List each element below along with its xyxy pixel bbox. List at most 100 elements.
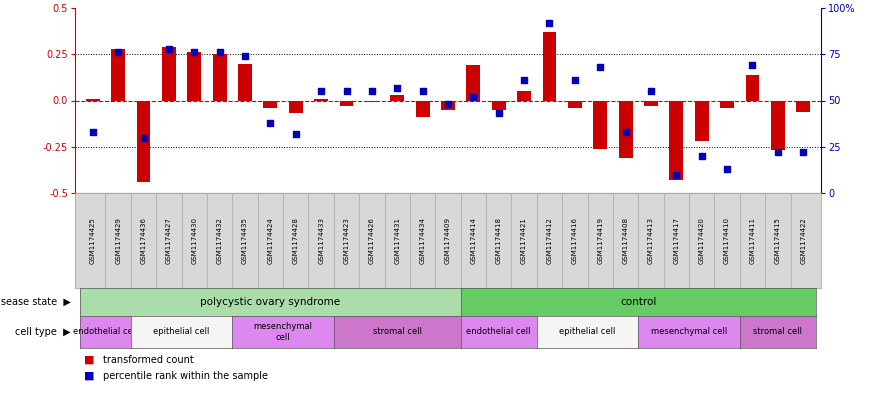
Point — [238, 53, 252, 59]
Point — [187, 49, 201, 55]
Point — [137, 134, 151, 141]
Point — [517, 77, 531, 83]
Bar — [492, 101, 506, 110]
Point — [162, 46, 176, 52]
Text: GSM1174426: GSM1174426 — [369, 217, 375, 264]
Point — [695, 153, 709, 159]
Point — [339, 88, 353, 94]
Point — [263, 119, 278, 126]
Bar — [188, 52, 201, 101]
Bar — [720, 101, 734, 108]
Point — [543, 20, 557, 26]
Bar — [137, 101, 151, 182]
Point — [796, 149, 811, 156]
Text: GSM1174421: GSM1174421 — [522, 217, 527, 264]
Text: endothelial cell: endothelial cell — [467, 327, 531, 336]
Text: GSM1174419: GSM1174419 — [597, 217, 603, 264]
Bar — [517, 91, 531, 101]
Text: endothelial cell: endothelial cell — [73, 327, 137, 336]
Point — [212, 49, 226, 55]
Point — [568, 77, 582, 83]
Text: epithelial cell: epithelial cell — [559, 327, 616, 336]
Text: GSM1174436: GSM1174436 — [140, 217, 146, 264]
Text: GSM1174423: GSM1174423 — [344, 217, 350, 264]
Text: GSM1174412: GSM1174412 — [546, 217, 552, 264]
Text: GSM1174415: GSM1174415 — [775, 217, 781, 264]
Point — [85, 129, 100, 135]
Point — [111, 49, 125, 55]
Point — [644, 88, 658, 94]
Point — [390, 84, 404, 91]
Text: epithelial cell: epithelial cell — [153, 327, 210, 336]
Text: GSM1174435: GSM1174435 — [242, 217, 248, 264]
Bar — [670, 101, 684, 180]
Bar — [543, 32, 557, 101]
Point — [315, 88, 329, 94]
Text: GSM1174433: GSM1174433 — [318, 217, 324, 264]
Text: GSM1174427: GSM1174427 — [166, 217, 172, 264]
Text: GSM1174424: GSM1174424 — [267, 217, 273, 264]
Text: GSM1174409: GSM1174409 — [445, 217, 451, 264]
Bar — [315, 99, 328, 101]
Point — [466, 94, 480, 100]
Text: GSM1174418: GSM1174418 — [496, 217, 502, 264]
Bar — [416, 101, 430, 117]
Point — [618, 129, 633, 135]
Text: GSM1174417: GSM1174417 — [673, 217, 679, 264]
Bar — [796, 101, 811, 112]
Bar — [390, 95, 404, 101]
Text: GSM1174422: GSM1174422 — [800, 217, 806, 264]
Text: GSM1174429: GSM1174429 — [115, 217, 121, 264]
Bar — [695, 101, 708, 141]
Text: GSM1174420: GSM1174420 — [699, 217, 705, 264]
Text: cell type  ▶: cell type ▶ — [15, 327, 71, 337]
Text: disease state  ▶: disease state ▶ — [0, 297, 71, 307]
Bar — [745, 75, 759, 101]
Bar — [771, 101, 785, 151]
Bar — [85, 99, 100, 101]
Text: ■: ■ — [84, 371, 94, 381]
Bar — [238, 64, 252, 101]
Text: GSM1174432: GSM1174432 — [217, 217, 223, 264]
Text: GSM1174430: GSM1174430 — [191, 217, 197, 264]
Bar — [618, 101, 633, 158]
Bar — [441, 101, 455, 110]
Text: GSM1174416: GSM1174416 — [572, 217, 578, 264]
Point — [745, 62, 759, 68]
Bar — [339, 101, 353, 106]
Bar — [162, 47, 176, 101]
Bar — [289, 101, 303, 114]
Bar — [111, 49, 125, 101]
Point — [593, 64, 607, 70]
Text: GSM1174408: GSM1174408 — [623, 217, 629, 264]
Text: GSM1174431: GSM1174431 — [395, 217, 400, 264]
Text: control: control — [620, 297, 656, 307]
Bar — [365, 101, 379, 102]
Point — [441, 101, 455, 107]
Text: GSM1174428: GSM1174428 — [292, 217, 299, 264]
Point — [492, 110, 506, 117]
Text: polycystic ovary syndrome: polycystic ovary syndrome — [200, 297, 340, 307]
Text: stromal cell: stromal cell — [373, 327, 422, 336]
Text: ■: ■ — [84, 355, 94, 365]
Bar — [568, 101, 581, 108]
Point — [771, 149, 785, 156]
Text: GSM1174425: GSM1174425 — [90, 217, 96, 264]
Point — [416, 88, 430, 94]
Text: GSM1174434: GSM1174434 — [419, 217, 426, 264]
Bar — [212, 54, 226, 101]
Text: GSM1174410: GSM1174410 — [724, 217, 730, 264]
Bar — [593, 101, 607, 149]
Point — [720, 166, 734, 172]
Point — [289, 130, 303, 137]
Text: stromal cell: stromal cell — [753, 327, 803, 336]
Text: percentile rank within the sample: percentile rank within the sample — [103, 371, 268, 381]
Text: transformed count: transformed count — [103, 355, 194, 365]
Text: GSM1174414: GSM1174414 — [470, 217, 477, 264]
Text: mesenchymal
cell: mesenchymal cell — [254, 322, 313, 342]
Text: GSM1174413: GSM1174413 — [648, 217, 654, 264]
Bar — [644, 101, 658, 106]
Bar — [466, 65, 480, 101]
Text: mesenchymal cell: mesenchymal cell — [651, 327, 727, 336]
Bar — [263, 101, 278, 108]
